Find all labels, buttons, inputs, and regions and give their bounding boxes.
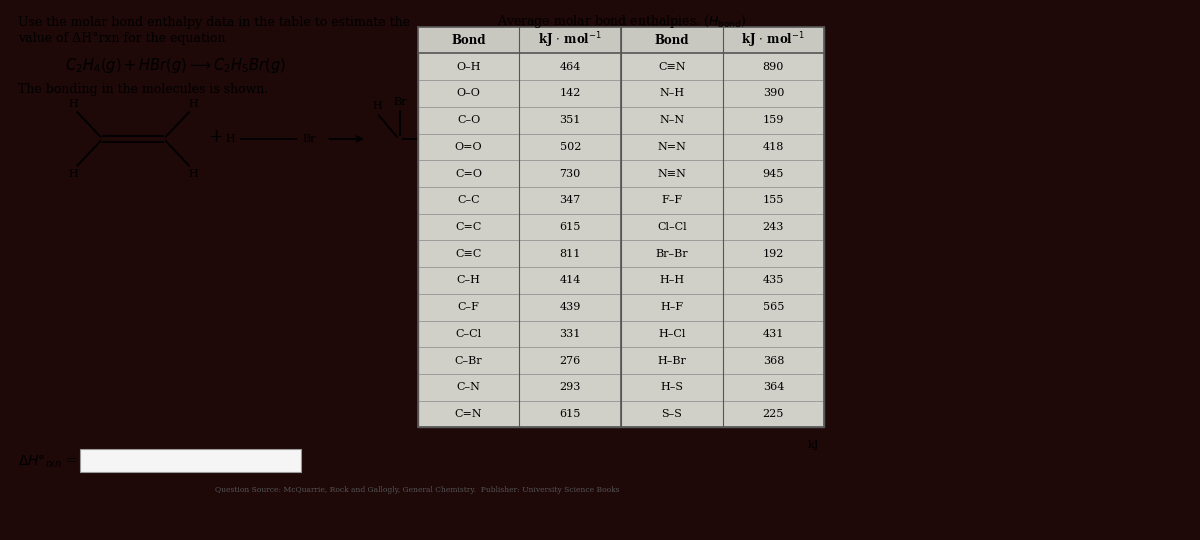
Text: N≡N: N≡N xyxy=(658,168,686,179)
Text: O=O: O=O xyxy=(455,142,482,152)
Text: 276: 276 xyxy=(559,356,581,366)
Text: kJ $\cdot$ mol$^{-1}$: kJ $\cdot$ mol$^{-1}$ xyxy=(539,30,602,50)
Text: value of ΔH°rxn for the equation: value of ΔH°rxn for the equation xyxy=(18,32,226,45)
Bar xyxy=(418,160,824,187)
Text: 368: 368 xyxy=(763,356,784,366)
Text: H: H xyxy=(478,134,487,144)
Text: 730: 730 xyxy=(559,168,581,179)
Text: N–H: N–H xyxy=(659,89,684,98)
Bar xyxy=(418,26,824,53)
Text: Bond: Bond xyxy=(654,33,689,46)
Text: 155: 155 xyxy=(763,195,784,205)
Text: C–C: C–C xyxy=(457,195,480,205)
Bar xyxy=(418,374,824,401)
Text: 293: 293 xyxy=(559,382,581,393)
Text: N=N: N=N xyxy=(658,142,686,152)
Text: H: H xyxy=(68,99,78,109)
Text: Use the molar bond enthalpy data in the table to estimate the: Use the molar bond enthalpy data in the … xyxy=(18,16,410,29)
Text: H–Br: H–Br xyxy=(658,356,686,366)
Text: 890: 890 xyxy=(763,62,784,72)
Text: H: H xyxy=(188,169,198,179)
Text: H–Cl: H–Cl xyxy=(658,329,685,339)
Text: Br: Br xyxy=(302,134,316,144)
Text: Bond: Bond xyxy=(451,33,486,46)
Text: O–O: O–O xyxy=(457,89,481,98)
Text: 225: 225 xyxy=(763,409,784,419)
Text: C≡C: C≡C xyxy=(456,249,482,259)
Text: S–S: S–S xyxy=(661,409,683,419)
Text: H: H xyxy=(226,134,235,144)
Text: 192: 192 xyxy=(763,249,784,259)
Text: kJ: kJ xyxy=(808,440,820,450)
Text: 464: 464 xyxy=(559,62,581,72)
Text: 390: 390 xyxy=(763,89,784,98)
Text: kJ $\cdot$ mol$^{-1}$: kJ $\cdot$ mol$^{-1}$ xyxy=(742,30,805,50)
Text: F–F: F–F xyxy=(661,195,683,205)
Text: 439: 439 xyxy=(559,302,581,312)
Text: C–Cl: C–Cl xyxy=(456,329,481,339)
Text: $\Delta H°_{rxn}$ =: $\Delta H°_{rxn}$ = xyxy=(18,454,78,470)
Text: 615: 615 xyxy=(559,222,581,232)
Bar xyxy=(418,214,824,240)
Text: 811: 811 xyxy=(559,249,581,259)
Text: 364: 364 xyxy=(763,382,784,393)
Text: The bonding in the molecules is shown.: The bonding in the molecules is shown. xyxy=(18,83,269,96)
Text: H: H xyxy=(446,171,456,181)
Text: 347: 347 xyxy=(559,195,581,205)
Bar xyxy=(418,26,824,427)
Text: H: H xyxy=(462,101,472,111)
Text: H: H xyxy=(68,169,78,179)
Bar xyxy=(418,53,824,80)
Text: C–O: C–O xyxy=(457,115,480,125)
Text: Cl–Cl: Cl–Cl xyxy=(656,222,686,232)
Text: Question Source: McQuarrie, Rock and Gallogly, General Chemistry.  Publisher: Un: Question Source: McQuarrie, Rock and Gal… xyxy=(215,485,619,494)
Text: Average molar bond enthalpies. ($\it{H}_{\rm bond}$): Average molar bond enthalpies. ($\it{H}_… xyxy=(497,13,745,30)
Text: +: + xyxy=(209,128,223,146)
Text: 435: 435 xyxy=(763,275,784,286)
Text: C=O: C=O xyxy=(455,168,482,179)
Text: H–F: H–F xyxy=(660,302,683,312)
Text: Br: Br xyxy=(394,97,407,107)
Bar xyxy=(418,107,824,133)
Text: C–H: C–H xyxy=(457,275,481,286)
Text: 142: 142 xyxy=(559,89,581,98)
Bar xyxy=(80,449,301,472)
Text: 945: 945 xyxy=(763,168,784,179)
Text: C–Br: C–Br xyxy=(455,356,482,366)
Text: C≡N: C≡N xyxy=(658,62,685,72)
Text: C–F: C–F xyxy=(457,302,480,312)
Text: 502: 502 xyxy=(559,142,581,152)
Text: N–N: N–N xyxy=(659,115,684,125)
Bar xyxy=(418,267,824,294)
Text: 414: 414 xyxy=(559,275,581,286)
Text: H–H: H–H xyxy=(659,275,684,286)
Bar xyxy=(418,321,824,347)
Text: 431: 431 xyxy=(763,329,784,339)
Text: C–N: C–N xyxy=(457,382,481,393)
Text: H: H xyxy=(188,99,198,109)
Text: 243: 243 xyxy=(763,222,784,232)
Text: 159: 159 xyxy=(763,115,784,125)
Text: 351: 351 xyxy=(559,115,581,125)
Text: H: H xyxy=(372,101,382,111)
Text: Br–Br: Br–Br xyxy=(655,249,688,259)
Text: 615: 615 xyxy=(559,409,581,419)
Text: H–S: H–S xyxy=(660,382,683,393)
Text: 331: 331 xyxy=(559,329,581,339)
Text: C=C: C=C xyxy=(456,222,482,232)
Text: 565: 565 xyxy=(763,302,784,312)
Text: $C_2H_4(g) + HBr(g) \longrightarrow C_2H_5Br(g)$: $C_2H_4(g) + HBr(g) \longrightarrow C_2H… xyxy=(65,56,286,75)
Text: 418: 418 xyxy=(763,142,784,152)
Text: C=N: C=N xyxy=(455,409,482,419)
Text: O–H: O–H xyxy=(456,62,481,72)
